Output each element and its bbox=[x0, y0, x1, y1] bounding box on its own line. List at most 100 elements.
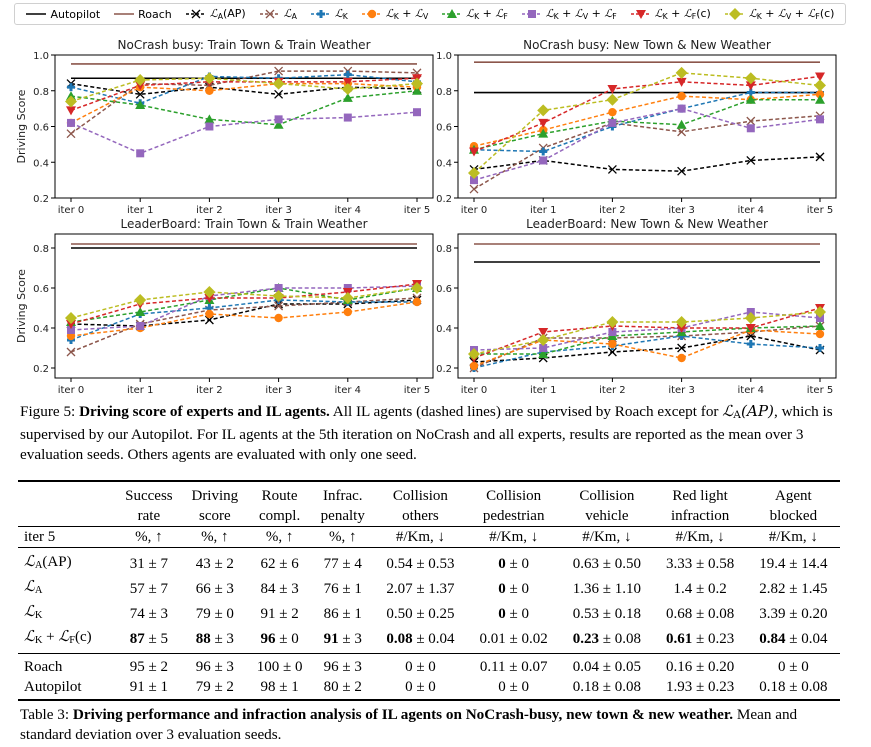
data-point bbox=[65, 95, 77, 108]
series-lk-lv-lf bbox=[67, 108, 421, 158]
y-tick-label: 0.6 bbox=[436, 123, 452, 134]
y-tick-label: 0.4 bbox=[33, 324, 49, 335]
series-lk-lv-lfc bbox=[468, 66, 826, 179]
data-point bbox=[205, 86, 214, 95]
legend-marker-icon bbox=[191, 9, 201, 19]
x-tick-label: iter 3 bbox=[668, 385, 695, 396]
row-label: ℒA(AP) bbox=[24, 552, 72, 571]
y-tick-label: 0.4 bbox=[33, 158, 49, 169]
legend-swatch-icon bbox=[521, 10, 542, 18]
table-cell: 0.50 ± 0.25 bbox=[386, 605, 455, 622]
data-point bbox=[469, 147, 479, 157]
legend-label: ℒA bbox=[283, 7, 297, 21]
table-cell: 91 ± 2 bbox=[260, 605, 299, 622]
data-point bbox=[677, 343, 687, 353]
column-header-line1: Success bbox=[125, 488, 173, 504]
data-point bbox=[744, 312, 757, 324]
data-point bbox=[341, 292, 354, 304]
legend-label: Roach bbox=[138, 7, 172, 21]
legend-swatch-icon bbox=[442, 9, 463, 18]
data-point bbox=[204, 294, 215, 303]
data-point bbox=[468, 166, 480, 179]
x-tick-label: iter 2 bbox=[599, 205, 626, 216]
results-table: Success Driving Route Infrac. Collision Colli… bbox=[18, 480, 840, 701]
series-line bbox=[70, 73, 418, 105]
data-point bbox=[746, 116, 756, 126]
chart-panel-4: LeaderBoard: New Town & New Weather 0.2 0.… bbox=[436, 217, 837, 396]
table-cell: 0 ± 0 bbox=[777, 659, 809, 675]
chart-title: NoCrash busy: New Town & New Weather bbox=[523, 38, 771, 52]
x-tick-label: iter 2 bbox=[599, 385, 626, 396]
table-cell: 31 ± 7 bbox=[129, 555, 169, 572]
series-lk-lv-lf bbox=[470, 104, 824, 185]
series-lk-lv-lfc bbox=[468, 306, 826, 360]
row-label: ℒA bbox=[24, 577, 43, 596]
x-tick-label: iter 1 bbox=[530, 205, 557, 216]
legend-marker-icon bbox=[728, 8, 741, 20]
table-cell: 87 ± 5 bbox=[115, 626, 183, 654]
figure-caption: Figure 5: Driving score of experts and I… bbox=[20, 401, 850, 465]
table-corner-2 bbox=[18, 506, 116, 527]
column-header-unit: %, ↑ bbox=[311, 526, 374, 548]
data-point bbox=[272, 290, 285, 302]
legend-item-autopilot: Autopilot bbox=[25, 8, 100, 21]
data-point bbox=[676, 324, 687, 333]
data-point bbox=[66, 129, 76, 139]
table-cell: 0.04 ± 0.05 bbox=[572, 659, 641, 675]
y-tick-label: 0.4 bbox=[436, 158, 452, 169]
table-cell: 0.11 ± 0.07 bbox=[479, 659, 548, 675]
y-axis-label: Driving Score bbox=[15, 269, 28, 343]
data-point bbox=[607, 347, 617, 357]
data-point bbox=[134, 74, 147, 87]
y-axis-label: Driving Score bbox=[15, 89, 28, 163]
series-line bbox=[473, 72, 821, 174]
data-point bbox=[814, 306, 826, 318]
data-point bbox=[675, 316, 688, 328]
legend-swatch-icon bbox=[630, 10, 651, 19]
data-point bbox=[412, 297, 422, 307]
table-caption-bold: Driving performance and infraction analy… bbox=[72, 706, 734, 723]
legend-marker-icon bbox=[635, 10, 646, 19]
figure-caption-text-1: All IL agents (dashed lines) are supervi… bbox=[329, 403, 723, 420]
legend-item-la: ℒA bbox=[259, 7, 297, 21]
data-point bbox=[815, 90, 825, 99]
series-line bbox=[70, 297, 418, 353]
legend-label: ℒA(AP) bbox=[209, 7, 246, 21]
data-point bbox=[677, 104, 686, 113]
table-cell: 66 ± 3 bbox=[195, 580, 234, 597]
data-point bbox=[411, 282, 423, 294]
series-line bbox=[70, 283, 418, 325]
y-tick-label: 1.0 bbox=[33, 51, 49, 62]
series-lk-lv-lfc bbox=[65, 72, 423, 108]
x-tick-label: iter 4 bbox=[738, 385, 765, 396]
column-header-line1: Collision bbox=[579, 488, 635, 504]
data-point bbox=[343, 307, 352, 317]
data-point bbox=[203, 286, 216, 298]
x-tick-label: iter 1 bbox=[127, 205, 154, 216]
data-point bbox=[675, 66, 688, 79]
row-label: Roach bbox=[24, 659, 63, 675]
data-point bbox=[815, 329, 825, 339]
figure-caption-bold: Driving score of experts and IL agents. bbox=[79, 403, 330, 420]
column-header-line2: penalty bbox=[311, 506, 374, 527]
table-row: ℒK 74 ± 3 79 ± 0 91 ± 2 86 ± 1 0.50 ± 0.25 0 ±… bbox=[18, 601, 840, 626]
data-point bbox=[470, 176, 478, 185]
data-point bbox=[274, 89, 284, 99]
data-point bbox=[745, 94, 756, 104]
legend-item-lk-lv: ℒK + ℒV bbox=[361, 7, 428, 21]
column-header-unit: #/Km, ↓ bbox=[746, 526, 840, 548]
data-point bbox=[815, 321, 825, 330]
x-tick-label: iter 0 bbox=[461, 205, 488, 216]
column-header-line1: Red light bbox=[672, 488, 728, 504]
table-cell: 88 ± 3 bbox=[182, 626, 248, 654]
legend-label: ℒK + ℒV bbox=[385, 7, 429, 21]
data-point bbox=[67, 118, 75, 127]
data-point bbox=[274, 284, 283, 292]
table-corner bbox=[18, 481, 116, 506]
column-header-unit: %, ↑ bbox=[115, 526, 183, 548]
table-cell: 0 ± 0 bbox=[467, 677, 561, 701]
data-point bbox=[66, 320, 76, 329]
y-tick-label: 0.8 bbox=[33, 244, 49, 255]
data-point bbox=[343, 70, 352, 79]
legend-marker-icon bbox=[447, 9, 458, 18]
